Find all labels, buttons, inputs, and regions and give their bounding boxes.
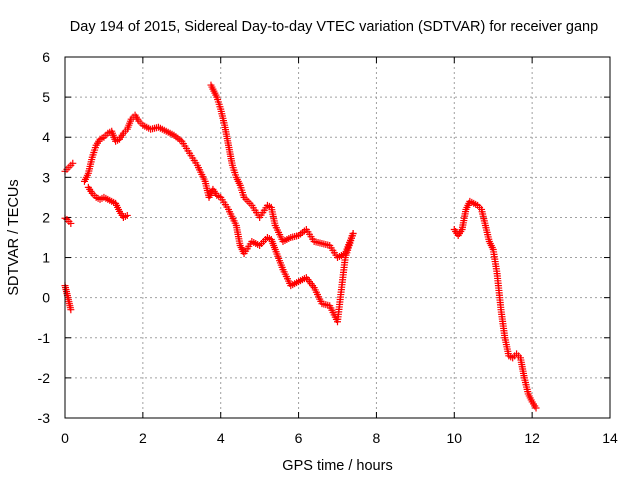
grid-lines [65,57,610,418]
y-tick-label: 6 [42,49,50,65]
y-tick-label: 3 [42,169,50,185]
data-point-arc-5 [123,211,131,219]
data-point-arc-1 [69,159,77,167]
data-point-arc-2 [67,219,75,227]
x-tick-label: 8 [373,430,381,446]
x-tick-label: 0 [61,430,69,446]
y-tick-label: 4 [42,129,50,145]
y-axis-label: SDTVAR / TECUs [6,179,22,295]
y-tick-label: 0 [42,290,50,306]
y-tick-label: -1 [38,330,51,346]
data-point-arc-6 [349,229,357,237]
data-marks [61,81,540,412]
axis-ticks [64,56,611,419]
x-tick-label: 14 [602,430,618,446]
y-tick-label: -3 [38,410,51,426]
x-axis-label: GPS time / hours [282,458,392,474]
x-tick-label: 6 [295,430,303,446]
x-tick-label: 4 [217,430,225,446]
y-tick-label: 1 [42,250,50,266]
x-tick-label: 2 [139,430,147,446]
y-tick-label: 2 [42,209,50,225]
y-tick-label: 5 [42,89,50,105]
data-point-arc-3 [67,306,75,314]
y-tick-label: -2 [38,370,51,386]
plot-frame [64,56,611,419]
x-tick-label: 10 [446,430,462,446]
x-tick-label: 12 [524,430,540,446]
chart-title: Day 194 of 2015, Sidereal Day-to-day VTE… [70,19,598,35]
data-point-arc-7 [532,404,540,412]
